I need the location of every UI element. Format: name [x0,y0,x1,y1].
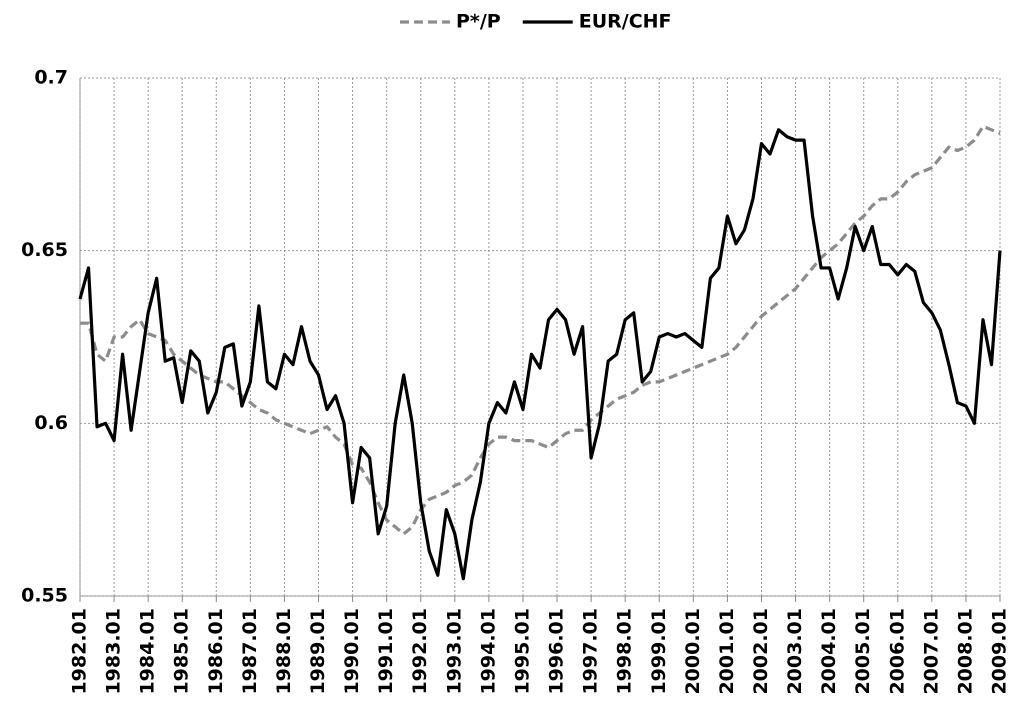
x-tick-label: 2001.01 [716,608,738,695]
x-tick-label: 2003.01 [784,608,806,695]
x-tick-label: 2007.01 [920,608,942,695]
x-tick-label: 1989.01 [307,608,329,695]
x-tick-label: 1984.01 [137,608,159,695]
x-tick-label: 1991.01 [375,608,397,695]
x-tick-label: 1998.01 [614,608,636,695]
y-tick-label: 0.6 [34,412,68,434]
data-line [78,128,1002,581]
legend-label: EUR/CHF [579,11,672,33]
x-tick-label: 2005.01 [852,608,874,695]
x-tick-label: 2006.01 [886,608,908,695]
x-tick-label: 1987.01 [239,608,261,695]
y-tick-label: 0.55 [21,585,68,607]
x-tick-label: 1990.01 [341,608,363,695]
x-tick-label: 1988.01 [273,608,295,695]
y-tick-label: 0.7 [34,67,68,89]
x-tick-label: 1993.01 [443,608,465,695]
x-tick-label: 1985.01 [171,608,193,695]
x-tick-label: 1997.01 [580,608,602,695]
x-tick-label: 1994.01 [477,608,499,695]
x-tick-label: 1995.01 [511,608,533,695]
x-tick-label: 2002.01 [750,608,772,695]
x-tick-label: 1983.01 [103,608,125,695]
x-tick-label: 2004.01 [818,608,840,695]
x-tick-label: 2008.01 [954,608,976,695]
x-tick-label: 1986.01 [205,608,227,695]
x-tick-label: 1996.01 [546,608,568,695]
x-tick-label: 2009.01 [989,608,1011,695]
legend-label: P*/P [456,11,501,33]
x-tick-label: 1999.01 [648,608,670,695]
x-tick-label: 2000.01 [682,608,704,695]
data-line [80,124,1001,536]
x-tick-label: 1992.01 [409,608,431,695]
y-tick-label: 0.65 [21,239,68,261]
x-tick-label: 1982.01 [69,608,91,695]
